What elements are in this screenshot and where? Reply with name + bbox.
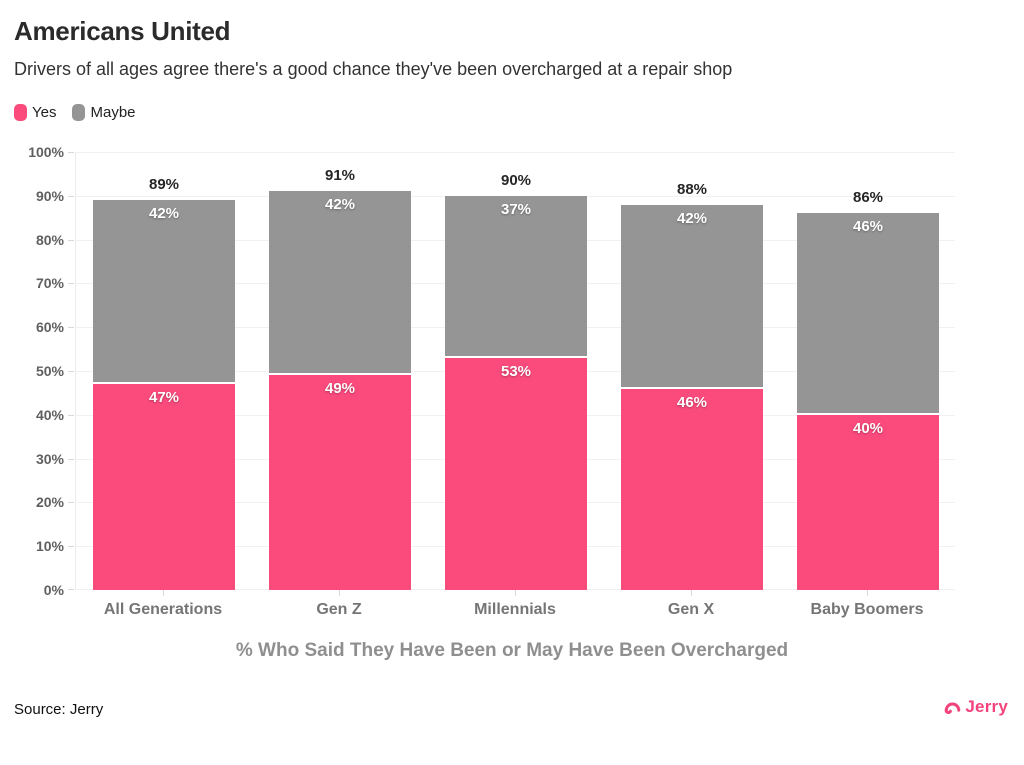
y-tick-label: 40% bbox=[35, 406, 64, 423]
y-axis-tick bbox=[68, 327, 74, 329]
y-axis: 0% 10% 20% 30% 40% 50% 60% 70% 80% 90% 100% bbox=[0, 144, 64, 598]
x-axis-tick bbox=[691, 590, 692, 596]
y-axis-tick bbox=[68, 239, 74, 241]
legend-label-yes: Yes bbox=[32, 104, 57, 121]
bar-segment-yes: 40% bbox=[797, 414, 939, 590]
segment-value-label: 42% bbox=[324, 196, 356, 214]
y-axis-tick bbox=[68, 458, 74, 460]
segment-value-label: 37% bbox=[500, 200, 532, 218]
x-axis-tick bbox=[339, 590, 340, 596]
segment-value-label: 42% bbox=[676, 209, 708, 227]
y-tick-label: 30% bbox=[35, 450, 64, 467]
bar-total-label: 89% bbox=[148, 176, 180, 194]
x-axis-tick bbox=[867, 590, 868, 596]
y-tick-label: 50% bbox=[35, 363, 64, 379]
x-tick-label: Gen Z bbox=[316, 601, 362, 618]
y-axis-tick bbox=[68, 152, 74, 153]
y-axis-tick bbox=[68, 502, 74, 504]
y-axis-tick bbox=[68, 195, 74, 197]
x-tick-label: Baby Boomers bbox=[810, 601, 924, 618]
stacked-bar-chart: 47% 42% 89% 49% 42% 91% 53% 37% 90% 46% 42% 88% 40% 4… bbox=[75, 152, 955, 590]
x-axis-tick bbox=[163, 590, 164, 596]
bar-segment-maybe: 46% bbox=[797, 213, 939, 415]
bar-total-label: 86% bbox=[852, 189, 884, 207]
y-tick-label: 10% bbox=[35, 538, 64, 555]
x-tick-label: Gen X bbox=[667, 601, 715, 618]
segment-value-label: 40% bbox=[852, 419, 884, 437]
x-tick-label: All Generations bbox=[103, 601, 223, 618]
legend: Yes Maybe bbox=[14, 104, 136, 121]
y-axis-tick bbox=[68, 589, 74, 590]
y-tick-label: 70% bbox=[35, 275, 64, 292]
segment-value-label: 53% bbox=[500, 362, 532, 380]
y-tick-label: 60% bbox=[35, 319, 64, 336]
bar-segment-maybe: 42% bbox=[621, 204, 763, 389]
legend-swatch-maybe bbox=[72, 104, 86, 121]
bar-segment-yes: 46% bbox=[621, 388, 763, 590]
bar-segment-maybe: 42% bbox=[93, 200, 235, 385]
chart-subtitle: Drivers of all ages agree there's a good… bbox=[14, 59, 733, 79]
x-tick-label: Millennials bbox=[474, 601, 556, 618]
y-tick-label: 90% bbox=[35, 187, 64, 204]
y-tick-label: 80% bbox=[35, 231, 64, 248]
x-axis-title: % Who Said They Have Been or May Have Be… bbox=[235, 640, 789, 661]
jerry-logo-icon bbox=[945, 702, 961, 714]
segment-value-label: 42% bbox=[148, 205, 180, 223]
bar-segment-yes: 53% bbox=[445, 357, 587, 590]
x-axis-tick bbox=[515, 590, 516, 596]
bar-total-label: 90% bbox=[500, 171, 532, 189]
bar-segment-yes: 49% bbox=[269, 375, 411, 590]
gridline bbox=[76, 152, 955, 153]
legend-item-maybe: Maybe bbox=[72, 104, 136, 121]
y-axis-tick bbox=[68, 546, 74, 548]
y-axis-tick bbox=[68, 371, 74, 372]
legend-item-yes: Yes bbox=[14, 104, 56, 121]
bar-segment-maybe: 37% bbox=[445, 195, 587, 358]
segment-value-label: 46% bbox=[676, 393, 708, 411]
y-axis-tick bbox=[68, 283, 74, 285]
bar-total-label: 88% bbox=[676, 180, 708, 198]
y-axis-tick bbox=[68, 414, 74, 416]
bar-segment-maybe: 42% bbox=[269, 191, 411, 376]
jerry-logo: Jerry bbox=[943, 697, 1008, 717]
y-tick-label: 0% bbox=[43, 582, 64, 598]
page-title: Americans United bbox=[14, 16, 231, 46]
legend-label-maybe: Maybe bbox=[90, 104, 136, 121]
y-tick-label: 100% bbox=[28, 144, 64, 160]
segment-value-label: 46% bbox=[852, 218, 884, 236]
segment-value-label: 47% bbox=[148, 389, 180, 407]
legend-swatch-yes bbox=[14, 104, 27, 121]
bar-segment-yes: 47% bbox=[93, 384, 235, 590]
jerry-logo-text: Jerry bbox=[965, 697, 1008, 716]
source-note: Source: Jerry bbox=[14, 701, 104, 718]
segment-value-label: 49% bbox=[324, 380, 356, 398]
y-tick-label: 20% bbox=[35, 494, 64, 511]
bar-total-label: 91% bbox=[324, 167, 356, 185]
